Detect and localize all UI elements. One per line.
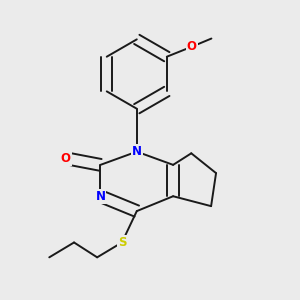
Text: O: O bbox=[187, 40, 196, 53]
Text: N: N bbox=[95, 190, 106, 203]
Text: O: O bbox=[61, 152, 71, 165]
Text: S: S bbox=[118, 236, 126, 249]
Text: N: N bbox=[132, 145, 142, 158]
